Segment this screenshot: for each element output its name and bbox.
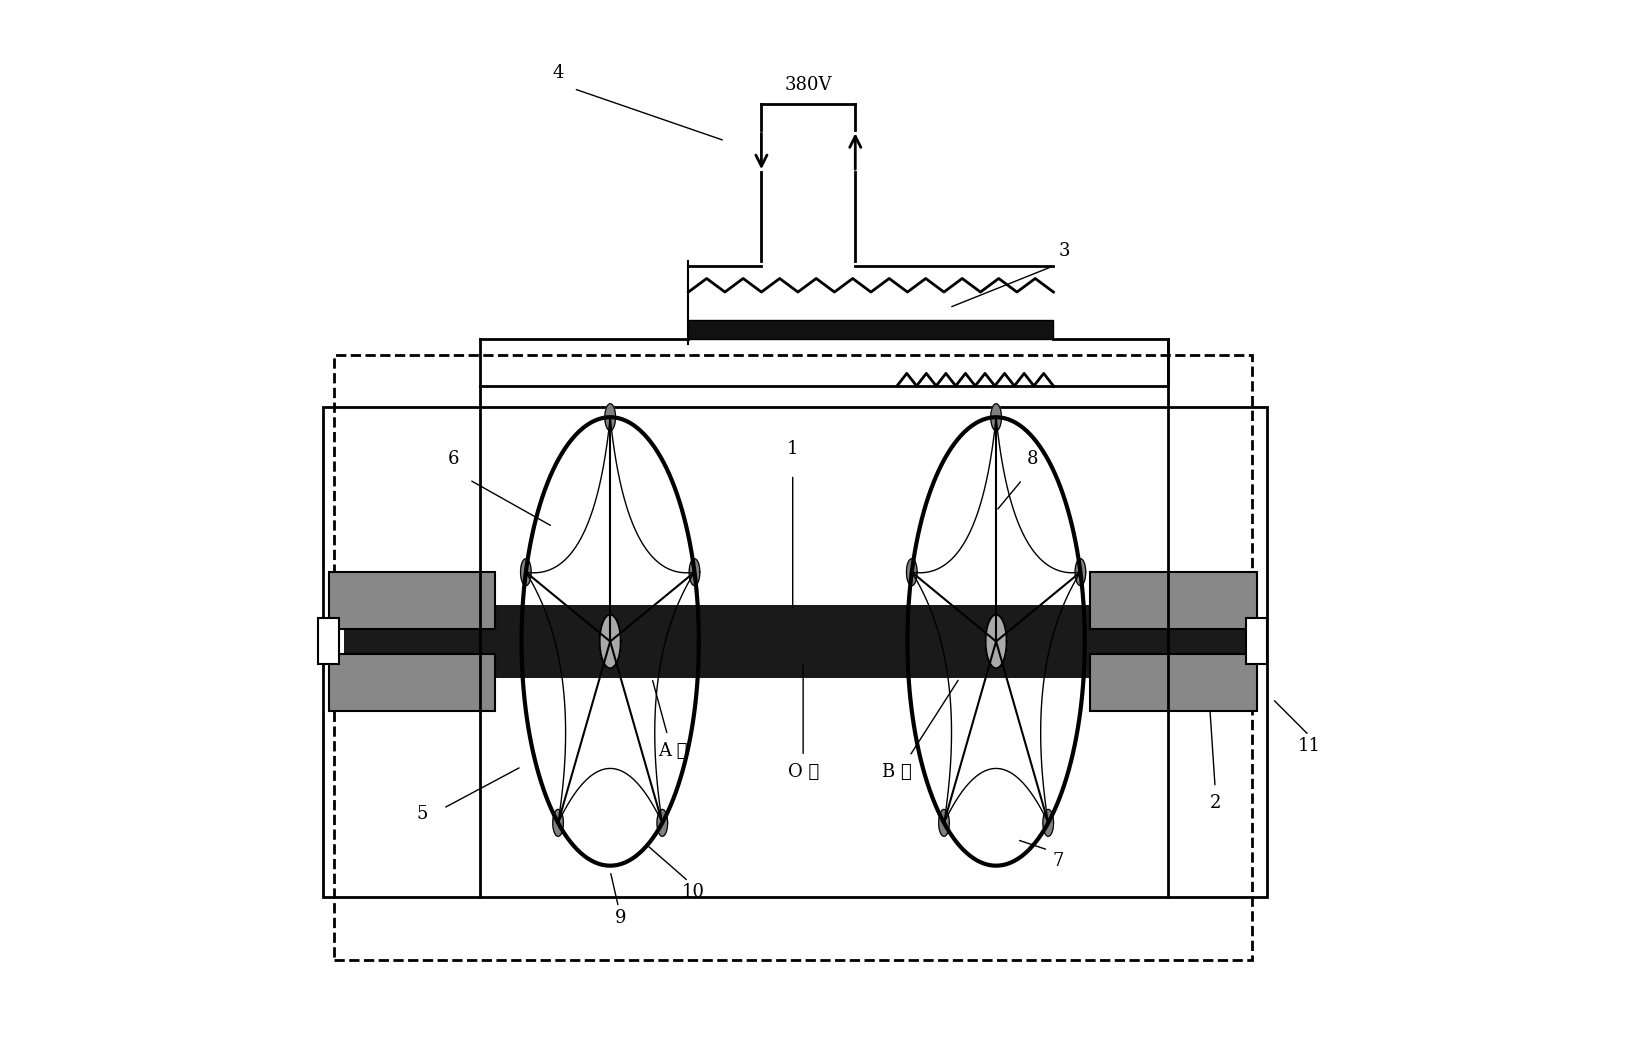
Bar [1246,618,1267,664]
Polygon shape [1043,809,1053,836]
Text: B 点: B 点 [882,763,911,781]
Text: 10: 10 [682,883,705,901]
Polygon shape [600,614,621,669]
Text: 9: 9 [615,909,626,927]
Bar [1089,654,1257,711]
Polygon shape [605,404,615,431]
Text: 11: 11 [1297,737,1320,755]
Text: A 点: A 点 [658,743,687,760]
Bar [328,572,496,629]
Polygon shape [658,809,667,836]
Polygon shape [521,559,531,585]
Text: 6: 6 [448,451,460,468]
Text: 5: 5 [417,805,428,823]
Text: O 点: O 点 [788,763,819,781]
Bar [689,320,1053,339]
Bar [318,618,339,664]
Polygon shape [1074,559,1086,585]
Polygon shape [689,559,700,585]
Polygon shape [986,614,1007,669]
Polygon shape [939,809,949,836]
Text: 8: 8 [1027,451,1038,468]
Polygon shape [552,809,564,836]
Bar [344,605,1246,678]
FancyBboxPatch shape [323,407,1267,897]
Polygon shape [906,559,916,585]
Polygon shape [990,404,1002,431]
Text: 380V: 380V [784,76,832,94]
Text: 3: 3 [1058,242,1070,260]
Bar [1089,572,1257,629]
Text: 7: 7 [1053,852,1065,870]
Text: 4: 4 [552,65,564,82]
Text: 2: 2 [1210,795,1221,812]
Text: 1: 1 [788,440,799,458]
Bar [328,654,496,711]
